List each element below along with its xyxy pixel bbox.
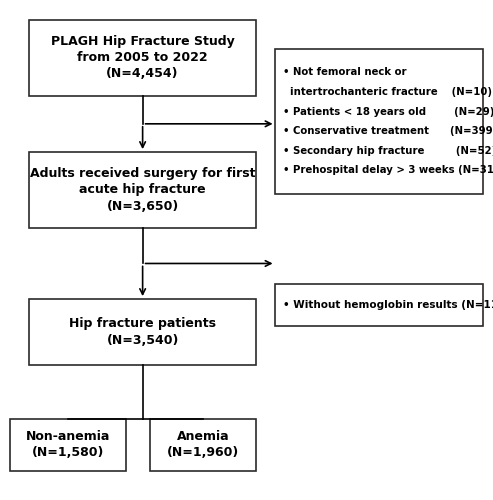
Text: from 2005 to 2022: from 2005 to 2022	[77, 51, 208, 64]
Text: acute hip fracture: acute hip fracture	[79, 184, 206, 196]
FancyBboxPatch shape	[150, 419, 256, 470]
FancyBboxPatch shape	[276, 49, 483, 194]
Text: • Not femoral neck or: • Not femoral neck or	[283, 68, 406, 78]
Text: • Prehospital delay > 3 weeks (N=314): • Prehospital delay > 3 weeks (N=314)	[283, 166, 493, 175]
FancyBboxPatch shape	[276, 284, 483, 326]
Text: (N=3,540): (N=3,540)	[106, 334, 179, 346]
Text: Anemia: Anemia	[176, 430, 229, 443]
FancyBboxPatch shape	[29, 20, 256, 96]
Text: • Without hemoglobin results (N=110): • Without hemoglobin results (N=110)	[283, 300, 493, 310]
FancyBboxPatch shape	[29, 299, 256, 365]
Text: • Secondary hip fracture         (N=52): • Secondary hip fracture (N=52)	[283, 146, 493, 156]
Text: PLAGH Hip Fracture Study: PLAGH Hip Fracture Study	[51, 35, 235, 48]
Text: (N=3,650): (N=3,650)	[106, 200, 179, 212]
Text: (N=1,960): (N=1,960)	[167, 446, 239, 460]
Text: intertrochanteric fracture    (N=10): intertrochanteric fracture (N=10)	[283, 87, 492, 97]
FancyBboxPatch shape	[29, 152, 256, 228]
Text: (N=1,580): (N=1,580)	[32, 446, 104, 460]
Text: Non-anemia: Non-anemia	[26, 430, 110, 443]
Text: Hip fracture patients: Hip fracture patients	[69, 318, 216, 330]
Text: • Conservative treatment      (N=399): • Conservative treatment (N=399)	[283, 126, 493, 136]
Text: Adults received surgery for first: Adults received surgery for first	[30, 168, 255, 180]
Text: • Patients < 18 years old        (N=29): • Patients < 18 years old (N=29)	[283, 106, 493, 117]
Text: (N=4,454): (N=4,454)	[106, 68, 179, 80]
FancyBboxPatch shape	[10, 419, 126, 470]
